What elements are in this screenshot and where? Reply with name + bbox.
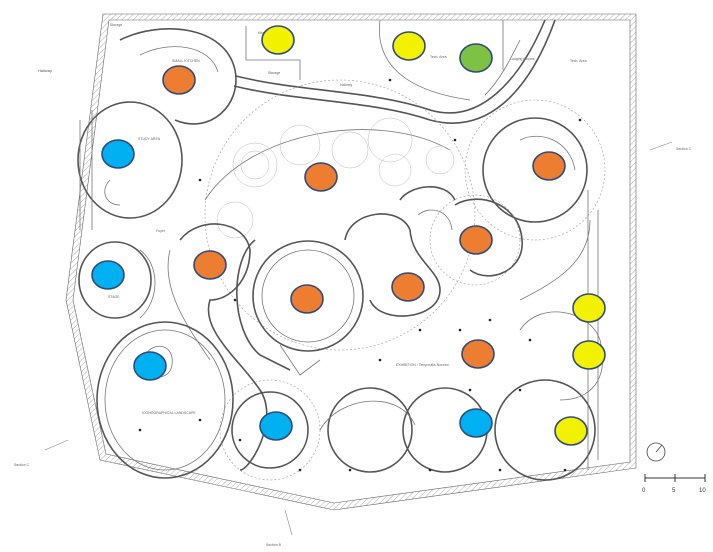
marker-10 (91, 260, 125, 290)
marker-3 (459, 43, 493, 73)
columns (138, 78, 582, 472)
section-markers (44, 141, 673, 536)
label-storage-top: Storage (110, 23, 122, 27)
right-wall-detail (587, 190, 599, 470)
marker-14 (572, 340, 606, 370)
label-hallway-top: Hallway (340, 83, 353, 87)
marker-18 (459, 408, 493, 438)
marker-7 (304, 162, 338, 192)
stage-room (78, 241, 156, 319)
label-hallway-west: Hallway (38, 68, 52, 73)
label-tech-area-right: Tech. Area (570, 59, 587, 63)
bottom-rooms (219, 219, 603, 481)
label-storage-mid: Storage (268, 71, 280, 75)
label-tech-area-left: Tech. Area (430, 55, 447, 59)
iconographical-room (96, 321, 234, 479)
marker-8 (459, 225, 493, 255)
north-arrow-icon (646, 442, 666, 462)
marker-1 (261, 25, 295, 55)
marker-15 (461, 339, 495, 369)
marker-4 (162, 65, 196, 95)
scale-label-0: 0 (642, 488, 646, 494)
label-stage: STAGE (108, 295, 120, 299)
marker-5 (532, 151, 566, 181)
marker-2 (392, 31, 426, 61)
scale-label-10: 10 (699, 488, 706, 494)
marker-16 (133, 351, 167, 381)
top-hallway (233, 19, 556, 124)
bubble-rooms (344, 186, 523, 317)
central-garden (204, 79, 476, 351)
marker-6 (101, 139, 135, 169)
scale-label-5: 5 (672, 488, 676, 494)
central-theatre (236, 239, 364, 376)
label-section-b: Section B (266, 543, 282, 547)
label-section-c-left: Section C (14, 463, 30, 467)
marker-19 (554, 416, 588, 446)
label-section-c-right: Section C (676, 147, 692, 151)
label-lodging: Lodging Rooms (510, 57, 535, 61)
label-exhibition: EXHIBITION / Temporalis Nocebo (396, 363, 449, 367)
marker-11 (391, 272, 425, 302)
label-study-area: STUDY AREA (138, 137, 161, 141)
small-kitchen-room (119, 28, 237, 125)
label-iconographical: ICONOGRAPHICAL LANDSCAPE (142, 411, 196, 415)
label-foyer: Foyer (156, 229, 166, 233)
marker-9 (193, 250, 227, 280)
right-round-room (464, 99, 606, 241)
marker-12 (290, 284, 324, 314)
marker-13 (572, 293, 606, 323)
marker-17 (259, 411, 293, 441)
label-small-kitchen: SMALL KITCHEN (172, 59, 200, 63)
study-area-room (77, 101, 183, 230)
plan-labels: Hallway Storage Kitchen SMALL KITCHEN St… (14, 23, 692, 547)
scale-bar: 0 5 10 (642, 474, 706, 494)
marker-layer (91, 25, 606, 446)
